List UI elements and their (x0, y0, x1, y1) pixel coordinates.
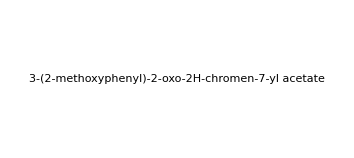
Text: 3-(2-methoxyphenyl)-2-oxo-2H-chromen-7-yl acetate: 3-(2-methoxyphenyl)-2-oxo-2H-chromen-7-y… (29, 74, 325, 84)
